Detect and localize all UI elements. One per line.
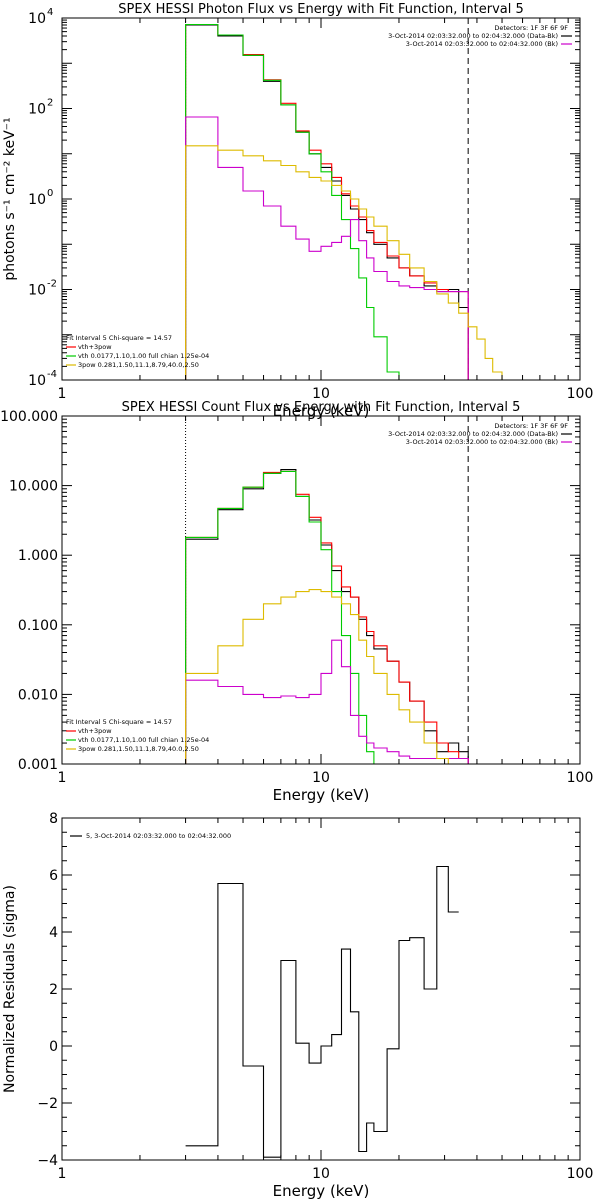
legend-entry: 5, 3-Oct-2014 02:03:32.000 to 02:04:32.0… — [86, 832, 231, 840]
y-tick-exponent: 4 — [47, 7, 53, 18]
series-line-4 — [185, 145, 503, 380]
series-line-2 — [185, 470, 388, 764]
series-line-0 — [185, 24, 469, 380]
y-tick-label: −4 — [37, 1153, 58, 1169]
y-tick-label: 2 — [49, 982, 58, 998]
y-axis-label: Normalized Residuals (sigma) — [2, 885, 18, 1093]
x-tick-label: 10 — [312, 1166, 330, 1182]
y-tick-label: 10 — [28, 283, 46, 299]
series-line-0 — [185, 469, 469, 764]
plot-frame — [61, 17, 581, 381]
y-tick-label: 0.001 — [18, 757, 58, 773]
x-tick-label: 100 — [567, 1166, 594, 1182]
y-tick-label: 10 — [28, 102, 46, 118]
y-tick-label: 8 — [49, 811, 58, 827]
x-tick-label: 10 — [312, 386, 330, 402]
y-tick-label: 1.000 — [18, 548, 58, 564]
y-tick-label: −2 — [37, 1096, 58, 1112]
legend-entry: 3-Oct-2014 02:03:32.000 to 02:04:32.000 … — [406, 438, 558, 446]
x-tick-label: 100 — [567, 386, 594, 402]
y-axis-label: photons s⁻¹ cm⁻² keV⁻¹ — [2, 117, 18, 280]
x-tick-label: 1 — [58, 386, 67, 402]
chart-title: SPEX HESSI Photon Flux vs Energy with Fi… — [118, 2, 524, 17]
legend-fit-info: Fit Interval 5 Chi-square = 14.57 — [66, 718, 172, 726]
y-tick-label: 4 — [49, 925, 58, 941]
chart-title: SPEX HESSI Count Flux vs Energy with Fit… — [122, 400, 521, 415]
series-line-3 — [185, 639, 469, 764]
y-tick-exponent: -2 — [47, 279, 57, 290]
series-line-1 — [185, 470, 469, 764]
legend-entry: 3-Oct-2014 02:03:32.000 to 02:04:32.000 … — [388, 32, 558, 40]
series-line-0 — [185, 865, 459, 1158]
y-tick-label: 10 — [28, 192, 46, 208]
legend-fit-info: Fit Interval 5 Chi-square = 14.57 — [66, 334, 172, 342]
y-tick-label: 100.000 — [0, 409, 58, 425]
y-tick-label: 10 — [28, 11, 46, 27]
plot-frame — [61, 817, 581, 1161]
legend-entry: vth 0.0177,1.10,1.00 full chian 1.25e-04 — [78, 736, 209, 744]
legend-entry: 3pow 0.281,1.50,11.1,8.79,40.0,2.50 — [78, 361, 199, 369]
y-tick-exponent: -4 — [47, 369, 57, 380]
y-tick-label: 0 — [49, 1039, 58, 1055]
y-tick-exponent: 0 — [47, 188, 53, 199]
legend-detectors: Detectors: 1F 3F 6F 9F — [494, 24, 568, 32]
x-axis-label: Energy (keV) — [273, 786, 370, 804]
series-line-1 — [185, 23, 469, 380]
series-line-3 — [185, 116, 477, 380]
y-tick-label: 10.000 — [9, 479, 58, 495]
x-axis-label: Energy (keV) — [273, 1182, 370, 1200]
series-line-4 — [185, 589, 459, 764]
legend-entry: 3-Oct-2014 02:03:32.000 to 02:04:32.000 … — [388, 430, 558, 438]
legend-entry: vth 0.0177,1.10,1.00 full chian 1.25e-04 — [78, 352, 209, 360]
y-tick-label: 10 — [28, 373, 46, 389]
x-tick-label: 100 — [567, 770, 594, 786]
x-tick-label: 1 — [58, 1166, 67, 1182]
series-line-2 — [185, 23, 410, 380]
legend-detectors: Detectors: 1F 3F 6F 9F — [494, 422, 568, 430]
legend-entry: 3pow 0.281,1.50,11.1,8.79,40.0,2.50 — [78, 745, 199, 753]
legend-entry: vth+3pow — [78, 343, 112, 351]
x-tick-label: 1 — [58, 770, 67, 786]
legend-entry: vth+3pow — [78, 727, 112, 735]
y-tick-exponent: 2 — [47, 98, 53, 109]
y-tick-label: 6 — [49, 868, 58, 884]
y-tick-label: 0.100 — [18, 618, 58, 634]
y-tick-label: 0.010 — [18, 687, 58, 703]
legend-entry: 3-Oct-2014 02:03:32.000 to 02:04:32.000 … — [406, 40, 558, 48]
x-tick-label: 10 — [312, 770, 330, 786]
